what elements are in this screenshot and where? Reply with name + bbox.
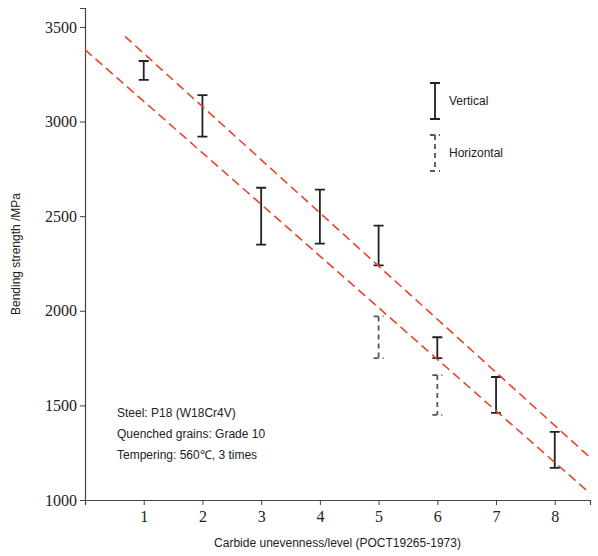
annotation: Steel: P18 (W18Cr4V) [117, 406, 236, 420]
error-bar [432, 337, 442, 358]
error-bar [139, 61, 149, 80]
x-axis: 1 2 3 4 5 6 7 8 [86, 500, 591, 525]
error-bar [432, 375, 442, 415]
error-bar [374, 226, 384, 266]
x-tick-label: 6 [434, 508, 442, 525]
x-tick-label: 1 [140, 508, 148, 525]
y-tick: 3000 [45, 113, 85, 130]
y-tick: 1500 [45, 397, 85, 414]
y-tick-mark [80, 405, 85, 406]
y-tick-label: 1000 [45, 492, 77, 509]
x-tick-label: 2 [199, 508, 207, 525]
y-tick-mark [80, 311, 85, 312]
y-tick: 3500 [45, 19, 85, 36]
series-3 [85, 50, 590, 494]
x-tick-label: 3 [258, 508, 266, 525]
y-axis: 1000 1500 2000 2500 3000 3500 [45, 9, 86, 509]
trend-line [125, 36, 590, 457]
chart: 1 2 3 4 5 6 7 8 1000 1500 2000 2500 3000 3500 Carbide … [0, 0, 598, 556]
marks [85, 36, 590, 493]
plot: 1 2 3 4 5 6 7 8 1000 1500 2000 2500 3000 3500 [45, 9, 591, 526]
x-tick-mark [202, 500, 203, 505]
y-tick-label: 3000 [45, 113, 77, 130]
x-tick: 3 [258, 500, 266, 525]
x-tick: 2 [199, 500, 207, 525]
y-tick-mark [80, 27, 85, 28]
trend-line [85, 50, 590, 494]
x-tick-mark [555, 500, 556, 505]
y-tick-label: 2500 [45, 208, 77, 225]
legend-label: Vertical [449, 94, 488, 108]
y-tick-label: 1500 [45, 397, 77, 414]
x-tick-mark [144, 500, 145, 505]
y-tick: 1000 [45, 492, 85, 509]
x-axis-line [86, 501, 591, 506]
x-tick-label: 4 [316, 508, 324, 525]
y-tick-mark [80, 122, 85, 123]
y-axis-title: Bending strength /MPa [9, 193, 23, 315]
x-tick: 4 [316, 500, 324, 525]
y-axis-line [80, 9, 86, 501]
series-2 [125, 36, 590, 457]
x-tick: 7 [493, 500, 501, 525]
annotation: Quenched grains: Grade 10 [117, 427, 265, 441]
error-bar [491, 377, 501, 413]
y-tick: 2000 [45, 302, 85, 319]
legend: Vertical Horizontal [430, 83, 503, 171]
y-tick: 2500 [45, 208, 85, 225]
annotation: Tempering: 560℃, 3 times [117, 448, 257, 462]
x-tick: 8 [551, 500, 559, 525]
x-tick: 5 [375, 500, 383, 525]
x-tick-mark [496, 500, 497, 505]
legend-label: Horizontal [449, 146, 503, 160]
x-tick-mark [320, 500, 321, 505]
error-bar [256, 188, 266, 245]
legend-glyph [430, 83, 440, 119]
x-tick-mark [261, 500, 262, 505]
error-bar [374, 316, 384, 358]
y-tick-mark [80, 500, 85, 501]
x-tick-label: 7 [493, 508, 501, 525]
x-tick-mark [437, 500, 438, 505]
x-tick-mark [379, 500, 380, 505]
x-axis-title: Carbide unevenness/level (POCT19265-1973… [214, 536, 461, 550]
x-tick-label: 8 [551, 508, 559, 525]
x-tick: 6 [434, 500, 442, 525]
legend-glyph [430, 135, 440, 171]
y-tick-mark [80, 216, 85, 217]
error-bar [197, 95, 207, 137]
x-tick: 1 [140, 500, 148, 525]
x-tick-label: 5 [375, 508, 383, 525]
error-bar [550, 432, 560, 468]
y-tick-label: 3500 [45, 19, 77, 36]
series-1 [374, 316, 443, 414]
y-tick-label: 2000 [45, 302, 77, 319]
